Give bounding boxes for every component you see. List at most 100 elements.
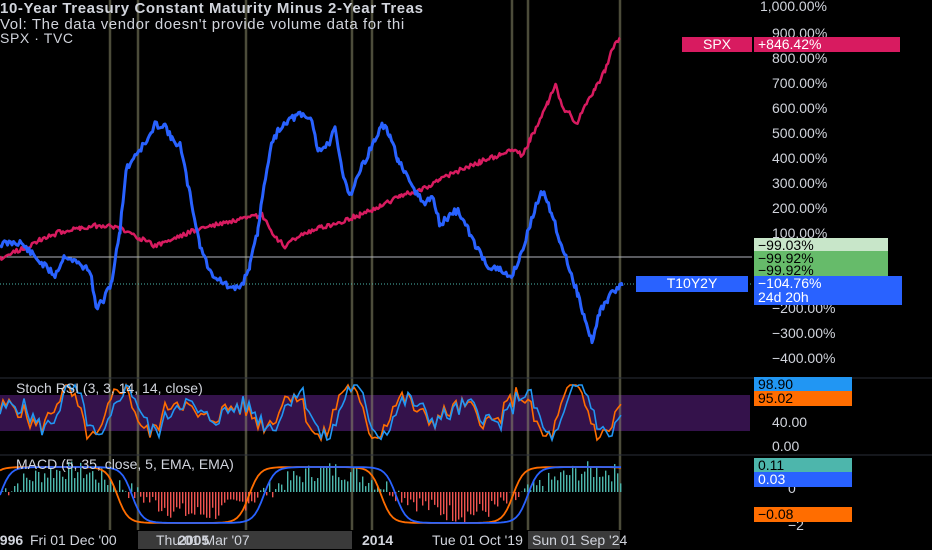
macd-histogram-bar [608, 475, 610, 492]
macd-histogram-bar [356, 467, 358, 492]
compare-symbol-legend[interactable]: SPX · TVC [0, 31, 74, 46]
macd-histogram-bar [317, 478, 319, 492]
macd-histogram-bar [95, 479, 97, 492]
macd-histogram-bar [338, 477, 340, 492]
macd-histogram-bar [263, 487, 265, 492]
macd-histogram [2, 461, 622, 523]
macd-histogram-bar [293, 471, 295, 492]
macd-histogram-bar [515, 492, 517, 501]
macd-histogram-bar [482, 492, 484, 511]
macd-histogram-bar [599, 476, 601, 492]
macd-histogram-bar [74, 478, 76, 492]
macd-histogram-bar [281, 484, 283, 492]
macd-histogram-bar [245, 492, 247, 511]
macd-histogram-bar [575, 468, 577, 492]
stoch-rsi-title[interactable]: Stoch RSI (3, 3, 14, 14, close) [16, 380, 203, 396]
stoch-axis-label: 40.00 [772, 414, 807, 430]
macd-histogram-bar [578, 480, 580, 492]
macd-histogram-bar [290, 480, 292, 492]
macd-histogram-bar [68, 461, 70, 492]
macd-histogram-bar [125, 491, 127, 492]
macd-histogram-bar [419, 492, 421, 499]
time-axis[interactable]: 1996 Fri 01 Dec '00 2005 Thu 01 Mar '07 … [0, 532, 628, 548]
macd-histogram-bar [455, 492, 457, 522]
macd-histogram-bar [167, 492, 169, 516]
macd-histogram-bar [179, 492, 181, 509]
macd-histogram-bar [155, 492, 157, 501]
macd-histogram-bar [20, 490, 22, 492]
macd-histogram-bar [524, 488, 526, 492]
time-label: Thu 01 Mar '07 [156, 532, 250, 548]
macd-histogram-bar [164, 492, 166, 508]
macd-histogram-bar [587, 461, 589, 492]
macd-histogram-bar [491, 492, 493, 501]
macd-histogram-bar [566, 474, 568, 492]
axis-label: 1,000.00% [760, 0, 827, 14]
macd-histogram-bar [14, 486, 16, 492]
axis-label: 200.00% [772, 200, 827, 216]
axis-label: 500.00% [772, 125, 827, 141]
macd-histogram-bar [287, 471, 289, 492]
macd-histogram-bar [242, 492, 244, 502]
macd-histogram-bar [329, 463, 331, 492]
chart-title[interactable]: 10-Year Treasury Constant Maturity Minus… [0, 1, 424, 16]
macd-histogram-bar [602, 476, 604, 492]
time-label: Sun 01 Sep '24 [532, 532, 628, 548]
vertical-cursor-lines [108, 0, 622, 530]
macd-histogram-bar [410, 492, 412, 500]
macd-histogram-bar [386, 481, 388, 492]
macd-histogram-bar [614, 464, 616, 492]
stoch-axis-label: 0.00 [772, 438, 799, 454]
macd-histogram-bar [71, 461, 73, 492]
macd-histogram-bar [203, 492, 205, 515]
macd-histogram-bar [344, 479, 346, 492]
level-tag: −99.92% [754, 263, 888, 278]
macd-histogram-bar [86, 474, 88, 492]
macd-histogram-bar [527, 484, 529, 492]
macd-title[interactable]: MACD (5, 35, close, 5, EMA, EMA) [16, 456, 234, 472]
macd-histogram-bar [347, 481, 349, 492]
macd-histogram-bar [257, 492, 259, 498]
macd-histogram-bar [314, 481, 316, 492]
macd-histogram-bar [209, 492, 211, 518]
stoch-d-value-tag: 95.02 [754, 391, 852, 406]
macd-histogram-bar [26, 477, 28, 492]
macd-histogram-bar [269, 480, 271, 492]
axis-label: 300.00% [772, 175, 827, 191]
macd-histogram-bar [323, 466, 325, 492]
macd-histogram-bar [146, 492, 148, 498]
macd-histogram-bar [275, 489, 277, 492]
macd-histogram-bar [311, 477, 313, 492]
time-cursor-highlight [138, 531, 352, 549]
macd-histogram-bar [449, 492, 451, 506]
macd-histogram-bar [152, 492, 154, 497]
macd-histogram-bar [593, 477, 595, 492]
macd-histogram-bar [368, 482, 370, 492]
macd-histogram-bar [47, 477, 49, 492]
bar-countdown-tag: 24d 20h [754, 290, 902, 305]
macd-histogram-bar [371, 480, 373, 492]
macd-histogram-bar [452, 492, 454, 522]
macd-histogram-bar [212, 492, 214, 508]
macd-histogram-bar [239, 492, 241, 502]
macd-histogram-bar [53, 477, 55, 492]
macd-histogram-bar [554, 476, 556, 492]
macd-histogram-bar [185, 492, 187, 516]
macd-histogram-bar [272, 492, 274, 498]
macd-histogram-bar [590, 467, 592, 492]
macd-histogram-bar [416, 492, 418, 512]
macd-histogram-bar [191, 492, 193, 514]
macd-histogram-bar [404, 492, 406, 499]
macd-histogram-bar [11, 491, 13, 492]
macd-histogram-bar [131, 483, 133, 492]
macd-histogram-bar [149, 492, 151, 503]
macd-histogram-bar [497, 492, 499, 507]
macd-histogram-bar [161, 492, 163, 512]
macd-histogram-bar [401, 492, 403, 503]
macd-histogram-bar [473, 492, 475, 516]
macd-histogram-bar [542, 485, 544, 492]
stoch-rsi-d-line [0, 382, 622, 443]
stoch-k-value-tag: 98.90 [754, 377, 852, 392]
